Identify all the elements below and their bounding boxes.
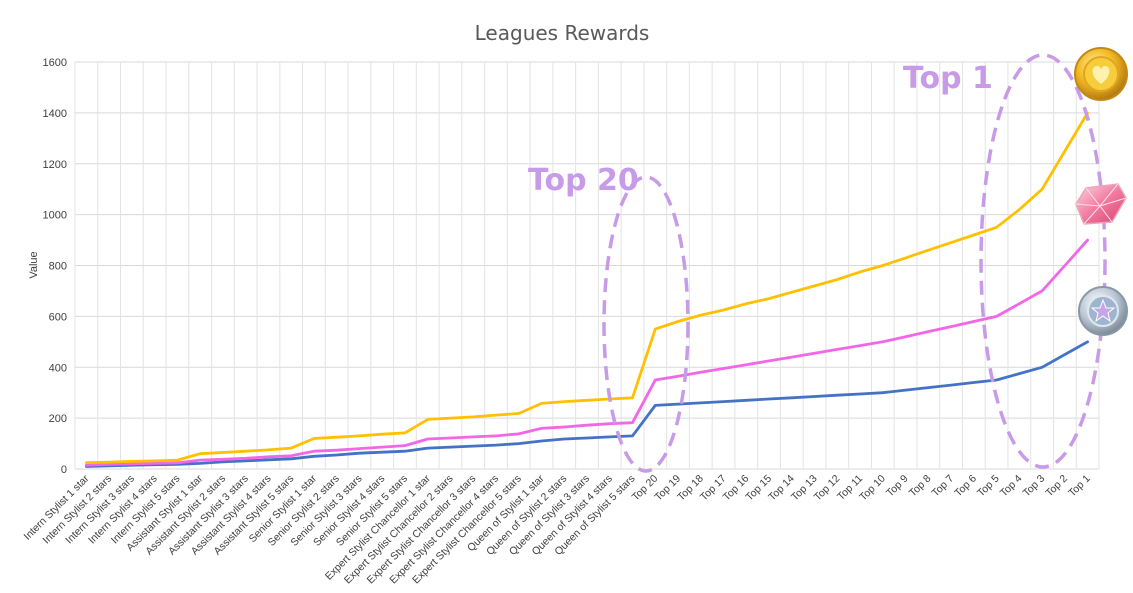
- series-line-3: [85, 111, 1089, 465]
- y-tick-labels: 0 200 400 600 800 1000 1200 1400 1600: [43, 57, 67, 476]
- silver-star-badge-icon: [1078, 286, 1128, 336]
- x-tick-label: Top 1: [1066, 473, 1093, 500]
- y-tick-label: 1600: [43, 57, 67, 69]
- x-tick-label: Top 4: [998, 473, 1025, 500]
- series-line-2: [85, 238, 1089, 467]
- annotation-top-1: Top 1: [903, 61, 993, 96]
- x-tick-label: Top 5: [975, 473, 1002, 500]
- top-1-highlight-ellipse: [979, 53, 1107, 469]
- top-20-highlight-ellipse: [602, 175, 690, 473]
- x-tick-label: Top 6: [952, 473, 979, 500]
- y-tick-label: 400: [49, 362, 67, 374]
- gold-coin-icon: [1074, 47, 1128, 101]
- x-tick-label: Top 9: [884, 473, 911, 500]
- gridlines: [74, 61, 1100, 470]
- x-tick-label: Top 2: [1043, 473, 1070, 500]
- series-lines: [85, 111, 1089, 468]
- y-tick-label: 1400: [43, 108, 67, 120]
- series-line-1: [85, 340, 1089, 468]
- y-tick-label: 200: [49, 413, 67, 425]
- y-tick-label: 0: [61, 464, 67, 476]
- pink-diamond-icon: [1075, 183, 1127, 225]
- y-tick-label: 1200: [43, 159, 67, 171]
- x-tick-label: Top 7: [930, 473, 957, 500]
- x-tick-label: Top 8: [907, 473, 934, 500]
- x-tick-label: Top 10: [857, 473, 888, 504]
- y-tick-label: 600: [49, 311, 67, 323]
- x-tick-label: Top 3: [1021, 473, 1048, 500]
- y-axis-label: Value: [28, 251, 40, 278]
- x-tick-label: Top 12: [812, 473, 843, 504]
- chart-title: Leagues Rewards: [475, 21, 650, 45]
- annotation-top-20: Top 20: [528, 163, 639, 198]
- y-tick-label: 1000: [43, 210, 67, 222]
- y-tick-label: 800: [49, 261, 67, 273]
